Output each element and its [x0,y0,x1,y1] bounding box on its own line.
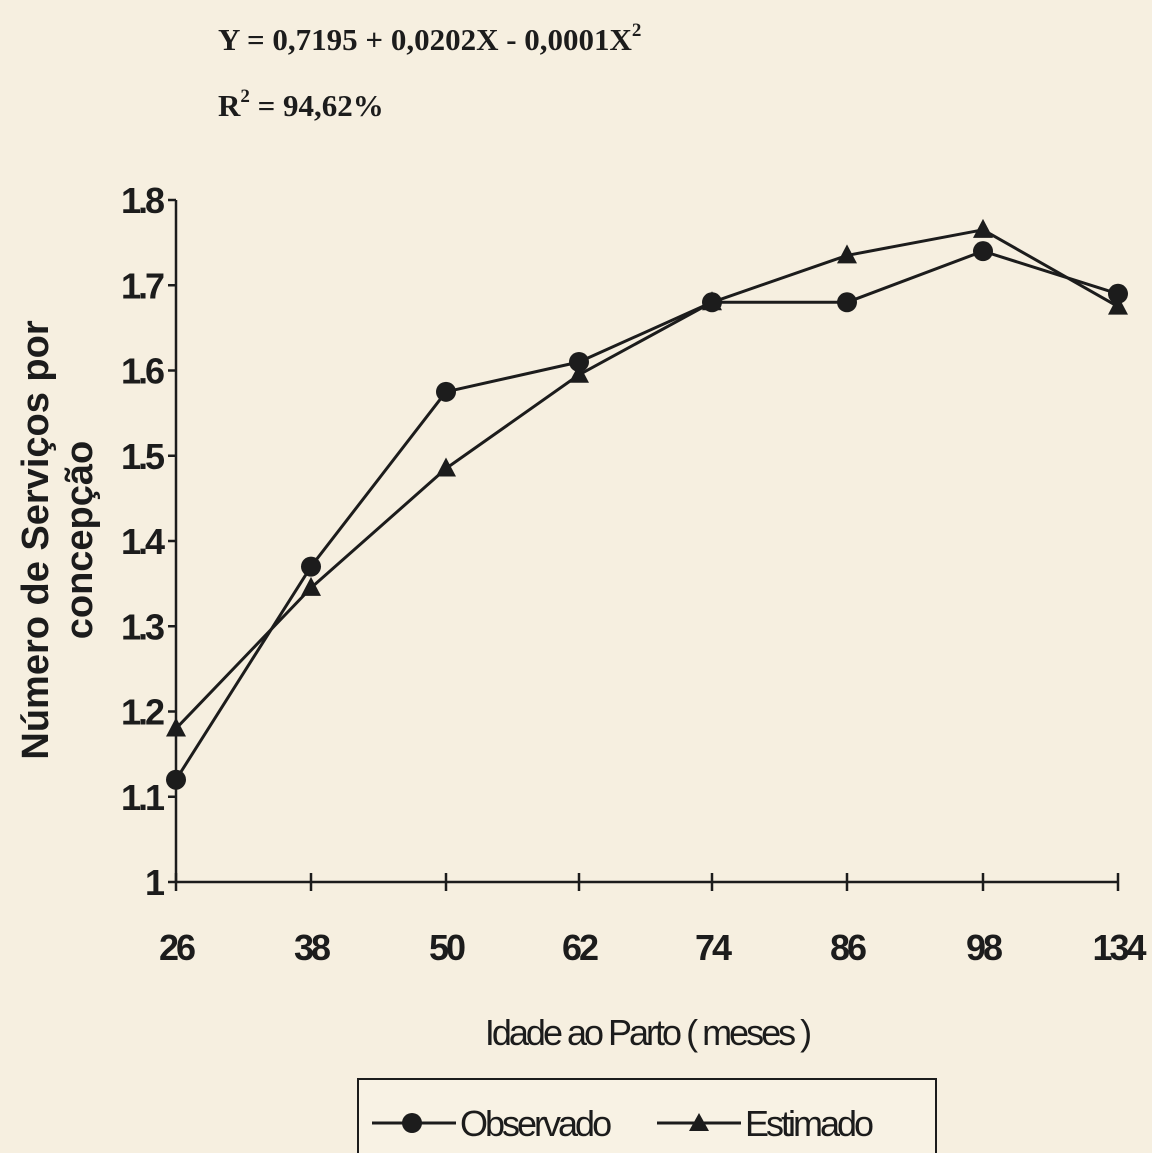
series-layer [166,218,1128,790]
x-tick-label: 74 [695,927,732,968]
point-estimado [569,363,589,383]
point-observado [973,241,993,262]
series-line-estimado [174,228,1119,730]
legend-triangle-marker [689,1113,709,1131]
point-observado [569,351,589,372]
x-tick-label: 50 [429,927,465,968]
x-axis-title: Idade ao Parto ( meses ) [485,1012,810,1053]
legend-label-estimado: Estimado [745,1103,873,1144]
point-estimado [166,717,186,737]
y-tick-label: 1.7 [121,265,164,306]
x-tick-label: 86 [830,927,866,968]
y-tick-label: 1.8 [121,180,164,221]
point-estimado [1108,295,1128,315]
point-observado [301,556,321,577]
legend-circle-marker [402,1113,422,1133]
x-tick-label: 62 [562,927,598,968]
legend-box [357,1078,937,1153]
series-line-observado [174,249,1119,781]
x-tick-label: 134 [1092,927,1146,968]
x-ticks: 26 38 50 62 74 86 98 134 [159,873,1150,968]
legend-label-observado: Observado [460,1103,611,1144]
point-estimado [973,218,993,238]
point-observado [436,381,456,402]
y-tick-label: 1.1 [121,777,165,818]
y-axis-title: Número de Serviços por [15,320,57,759]
point-observado [837,292,857,313]
point-estimado [436,457,456,477]
r-squared: R2 = 94,62% [218,86,384,123]
point-estimado [702,291,722,311]
y-axis-title-line2: concepção [59,441,101,640]
x-tick-label: 38 [294,927,330,968]
x-tick-label: 26 [159,927,195,968]
point-observado [1108,283,1128,304]
y-tick-label: 1.5 [121,436,165,477]
y-tick-label: 1.6 [121,351,164,392]
y-ticks: 1 1.1 1.2 1.3 1.4 1.5 1.6 1.7 1.8 [121,180,176,903]
x-tick-label: 98 [966,927,1002,968]
y-tick-label: 1.2 [121,692,164,733]
y-tick-label: 1.4 [121,521,165,562]
point-observado [166,769,186,790]
y-tick-label: 1.3 [121,606,164,647]
y-tick-label: 1 [145,862,165,903]
regression-equation: Y = 0,7195 + 0,0202X - 0,0001X2 [218,20,641,57]
point-estimado [837,244,857,264]
point-estimado [301,576,321,596]
legend: Observado Estimado [357,1078,937,1153]
